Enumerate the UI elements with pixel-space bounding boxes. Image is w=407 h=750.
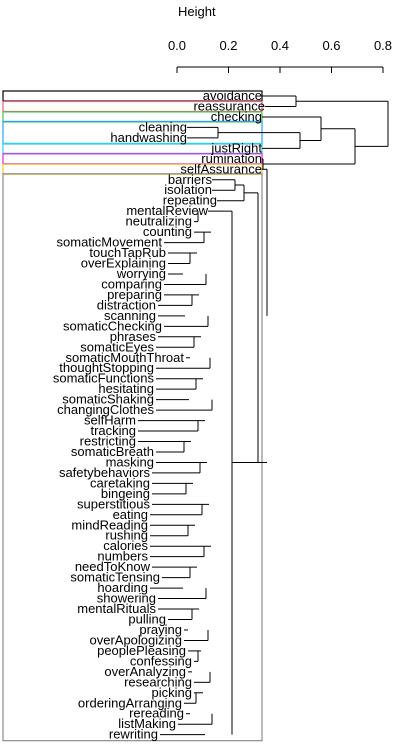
leaf-label: somaticFunctions xyxy=(53,371,155,386)
leaf-label: counting xyxy=(143,224,192,239)
leaf-label: changingClothes xyxy=(57,402,154,417)
axis-tick-label: 0.0 xyxy=(168,38,186,53)
axis-tick-label: 0.2 xyxy=(219,38,237,53)
leaf-label: touchTapRub xyxy=(89,245,166,260)
cluster-highlight-box xyxy=(2,173,263,742)
leaf-label: somaticTensing xyxy=(70,570,160,585)
leaf-label: masking xyxy=(106,454,154,469)
leaf-label: caretaking xyxy=(90,475,150,490)
leaf-label: somaticMovement xyxy=(57,235,163,250)
leaf-label: tracking xyxy=(90,423,136,438)
leaf-label: scanning xyxy=(104,308,156,323)
leaf-label: superstitious xyxy=(77,496,150,511)
leaf-label: checking xyxy=(211,109,262,124)
leaf-label: avoidance xyxy=(203,88,262,103)
leaf-label: hesitating xyxy=(98,381,154,396)
leaf-label: phrases xyxy=(110,329,157,344)
leaf-label: reassurance xyxy=(193,98,265,113)
leaf-label: confessing xyxy=(130,653,192,668)
leaf-label: thoughtStopping xyxy=(59,360,154,375)
leaf-label: rumination xyxy=(201,151,262,166)
leaf-label: justRight xyxy=(210,140,262,155)
leaf-label: cleaning xyxy=(139,119,187,134)
leaf-label: overApologizing xyxy=(89,632,182,647)
leaf-label: mindReading xyxy=(71,517,148,532)
leaf-label: orderingArranging xyxy=(78,695,182,710)
leaf-label: eating xyxy=(113,507,148,522)
leaf-label: restricting xyxy=(80,434,136,449)
leaf-label: somaticShaking xyxy=(62,392,154,407)
leaf-label: worrying xyxy=(116,266,166,281)
leaf-label: somaticMouthThroat xyxy=(66,350,185,365)
leaf-label: somaticEyes xyxy=(80,339,154,354)
leaf-label: safetybehaviors xyxy=(59,465,151,480)
leaf-label: bingeing xyxy=(101,486,150,501)
leaf-label: selfAssurance xyxy=(180,161,262,176)
leaf-label: handwashing xyxy=(110,130,187,145)
leaf-label: numbers xyxy=(97,549,148,564)
leaf-label: listMaking xyxy=(118,716,176,731)
leaf-label: showering xyxy=(97,591,156,606)
axis-tick-label: 0.6 xyxy=(322,38,340,53)
leaf-label: rereading xyxy=(129,706,184,721)
leaf-label: distraction xyxy=(97,297,156,312)
leaf-label: researching xyxy=(124,674,192,689)
leaf-label: somaticBreath xyxy=(71,444,154,459)
leaf-label: calories xyxy=(103,538,148,553)
axis-tick-label: 0.4 xyxy=(271,38,289,53)
leaf-label: picking xyxy=(152,685,192,700)
leaf-label: overAnalyzing xyxy=(104,664,186,679)
leaf-label: rushing xyxy=(105,528,148,543)
leaf-label: somaticChecking xyxy=(63,318,162,333)
leaf-label: peoplePleasing xyxy=(97,643,186,658)
leaf-label: hoarding xyxy=(97,580,148,595)
leaf-label: overExplaining xyxy=(81,256,166,271)
leaf-label: isolation xyxy=(164,182,212,197)
leaf-label: rewriting xyxy=(109,727,158,742)
leaf-label: mentalRituals xyxy=(77,601,156,616)
leaf-label: needToKnow xyxy=(75,559,151,574)
leaf-label: mentalReview xyxy=(126,203,208,218)
leaf-label: selfHarm xyxy=(84,413,136,428)
leaf-label: praying xyxy=(139,622,182,637)
leaf-label: repeating xyxy=(163,193,217,208)
axis-title: Height xyxy=(178,4,216,19)
leaf-label: pulling xyxy=(128,612,166,627)
leaf-label: neutralizing xyxy=(126,214,193,229)
axis-tick-label: 0.8 xyxy=(374,38,392,53)
leaf-label: barriers xyxy=(168,172,213,187)
leaf-label: comparing xyxy=(101,276,162,291)
leaf-label: preparing xyxy=(107,287,162,302)
